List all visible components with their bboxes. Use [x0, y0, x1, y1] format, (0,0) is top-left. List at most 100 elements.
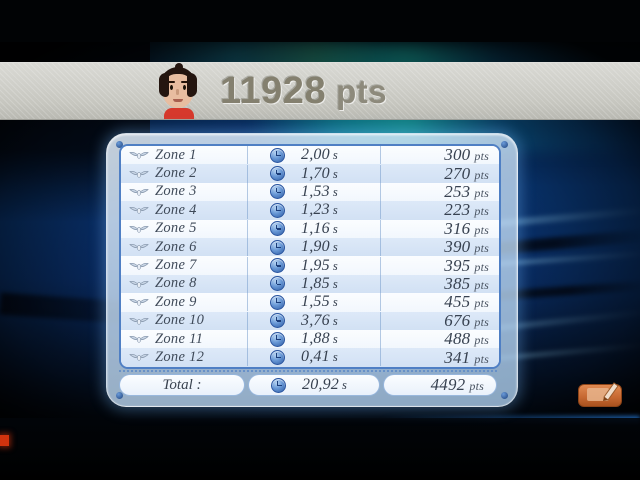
time-cell: 1,23 s	[247, 201, 381, 220]
zone-cell: Zone 3	[121, 183, 247, 200]
points-cell: 223 pts	[381, 200, 499, 220]
points-cell: 395 pts	[381, 256, 499, 276]
zone-label: Zone 1	[155, 146, 197, 163]
time-cell: 1,70 s	[247, 164, 381, 183]
clock-icon	[270, 349, 285, 365]
letterbox-top	[0, 0, 640, 42]
clock-icon	[270, 331, 285, 347]
time-value: 1,95 s	[301, 256, 338, 274]
wings-icon	[129, 152, 149, 159]
zone-label: Zone 8	[155, 275, 197, 292]
points-cell: 385 pts	[381, 274, 499, 294]
points-value: 390 pts	[444, 237, 489, 257]
gamepad-stylus-icon[interactable]	[578, 381, 624, 407]
points-value: 253 pts	[444, 181, 489, 201]
table-row: Zone 3 1,53 s 253 pts	[121, 181, 499, 202]
table-row: Zone 11 1,88 s 488 pts	[121, 329, 499, 349]
total-row: Total : 20,92 s 4492 pts	[119, 370, 497, 398]
zone-table-body: Zone 1 2,00 s 300 pts Zone 2 1,70 s 270 pts Zone 3…	[121, 146, 499, 367]
clock-icon	[270, 239, 285, 255]
time-value: 0,41 s	[301, 348, 338, 366]
zone-label: Zone 4	[155, 201, 197, 218]
table-row: Zone 4 1,23 s 223 pts	[121, 200, 499, 220]
time-value: 3,76 s	[301, 311, 338, 329]
letterbox-bottom	[0, 418, 640, 480]
score-banner: 11928 pts	[0, 62, 640, 120]
total-points-value: 4492 pts	[430, 375, 484, 394]
zone-cell: Zone 10	[121, 312, 247, 329]
time-cell: 1,55 s	[247, 293, 381, 312]
zone-cell: Zone 8	[121, 275, 247, 292]
wings-icon	[129, 262, 149, 270]
table-row: Zone 5 1,16 s 316 pts	[121, 219, 499, 238]
panel-corner-dot	[116, 141, 123, 148]
points-value: 488 pts	[444, 329, 489, 349]
time-value: 1,23 s	[301, 201, 338, 219]
zone-label: Zone 11	[155, 330, 204, 347]
total-score-unit: pts	[336, 72, 388, 110]
zone-cell: Zone 5	[121, 220, 247, 237]
clock-icon	[270, 276, 285, 292]
total-time-value: 20,92 s	[302, 376, 348, 393]
points-cell: 455 pts	[381, 292, 499, 312]
wings-icon	[129, 354, 149, 362]
clock-icon	[270, 202, 285, 218]
zone-cell: Zone 6	[121, 239, 247, 256]
zone-table: Zone 1 2,00 s 300 pts Zone 2 1,70 s 270 pts Zone 3…	[119, 144, 501, 369]
time-cell: 3,76 s	[247, 311, 381, 330]
wings-icon	[129, 317, 149, 325]
wings-icon	[129, 299, 149, 306]
panel-corner-dot	[501, 392, 508, 399]
points-value: 385 pts	[444, 273, 489, 293]
time-value: 1,16 s	[301, 219, 338, 237]
time-cell: 1,88 s	[247, 330, 381, 349]
zone-label: Zone 6	[155, 238, 197, 255]
clock-icon	[271, 377, 286, 393]
zone-cell: Zone 4	[121, 202, 247, 219]
time-cell: 1,53 s	[247, 182, 381, 201]
zone-label: Zone 2	[155, 165, 197, 182]
zone-label: Zone 9	[155, 293, 197, 310]
zone-label: Zone 12	[155, 348, 205, 365]
panel-corner-dot	[116, 392, 123, 399]
time-value: 1,90 s	[301, 238, 338, 256]
clock-icon	[270, 294, 285, 310]
clock-icon	[270, 221, 285, 237]
total-time-pill: 20,92 s	[248, 374, 380, 396]
wings-icon	[129, 336, 149, 343]
panel-corner-dot	[501, 141, 508, 148]
zone-label: Zone 10	[155, 312, 205, 329]
zone-cell: Zone 12	[121, 349, 247, 366]
zone-cell: Zone 1	[121, 147, 247, 164]
points-value: 676 pts	[444, 310, 489, 330]
total-label: Total :	[162, 376, 202, 393]
wings-icon	[129, 225, 149, 233]
time-value: 2,00 s	[301, 146, 338, 164]
clock-icon	[270, 258, 285, 274]
points-cell: 341 pts	[381, 348, 499, 368]
stylus-icon	[603, 382, 619, 401]
wings-icon	[129, 207, 149, 214]
wings-icon	[129, 170, 149, 178]
points-cell: 676 pts	[381, 311, 499, 331]
points-value: 455 pts	[444, 292, 489, 312]
clock-icon	[270, 184, 285, 200]
table-row: Zone 2 1,70 s 270 pts	[121, 164, 499, 184]
mii-avatar	[152, 63, 204, 119]
table-row: Zone 9 1,55 s 455 pts	[121, 292, 499, 312]
total-label-pill: Total :	[119, 374, 245, 396]
time-cell: 2,00 s	[247, 146, 381, 165]
table-row: Zone 12 0,41 s 341 pts	[121, 348, 499, 368]
wings-icon	[129, 244, 149, 251]
points-value: 300 pts	[444, 145, 489, 165]
time-cell: 1,95 s	[247, 256, 381, 275]
points-cell: 488 pts	[381, 329, 499, 349]
wings-icon	[129, 280, 149, 288]
time-cell: 1,85 s	[247, 274, 381, 293]
clock-icon	[270, 166, 285, 182]
points-cell: 270 pts	[381, 164, 499, 184]
total-points-pill: 4492 pts	[383, 374, 497, 396]
table-row: Zone 1 2,00 s 300 pts	[121, 145, 499, 165]
table-row: Zone 6 1,90 s 390 pts	[121, 237, 499, 257]
